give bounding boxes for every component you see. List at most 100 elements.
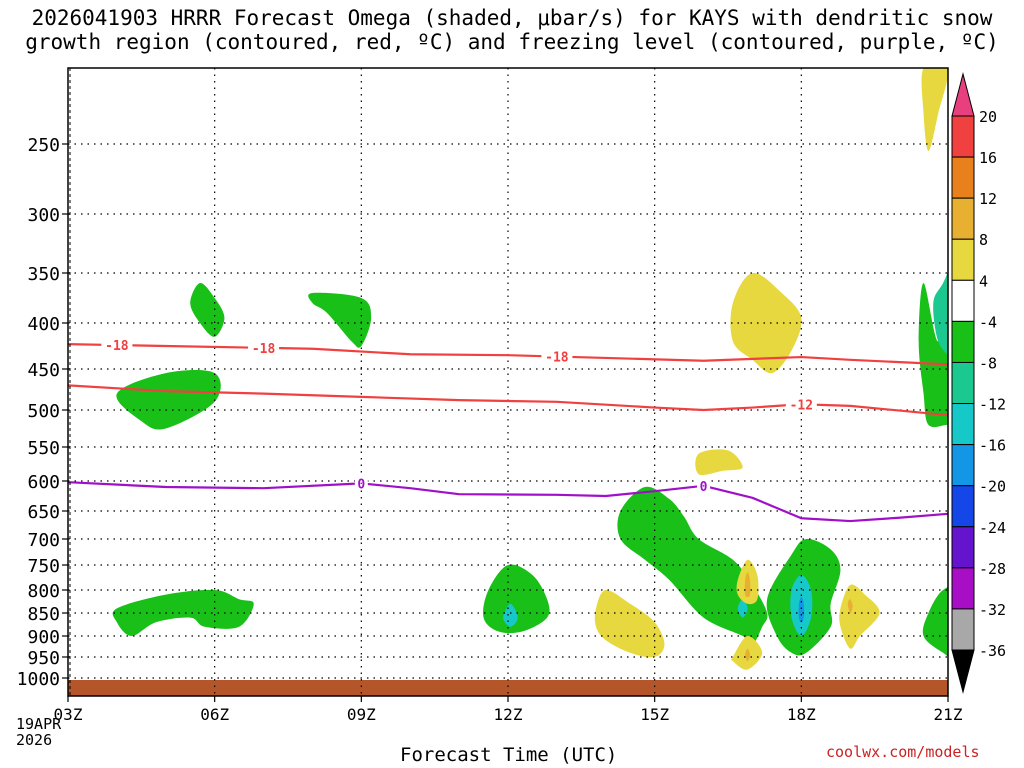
omega-region-yellow-1410	[594, 589, 665, 658]
colorbar-box-5	[951, 320, 975, 363]
y-tick-label-250: 250	[27, 135, 60, 156]
colorbar-box-10	[951, 526, 975, 569]
omega-region-yellow-1605	[695, 449, 743, 476]
y-tick-label-700: 700	[27, 530, 60, 551]
omega-region-cyan-1283	[503, 603, 518, 627]
x-tick-label-06Z: 06Z	[200, 705, 229, 724]
colorbar-label-12: -32	[979, 601, 1006, 619]
colorbar-box-8	[951, 444, 975, 487]
contour-0C	[67, 481, 949, 523]
colorbar-label-2: 12	[979, 190, 997, 208]
y-tick-label-450: 450	[27, 360, 60, 381]
colorbar-label-9: -20	[979, 478, 1006, 496]
omega-region-green-2090	[922, 586, 948, 657]
contour-label-bg--18C-2	[541, 348, 573, 364]
y-tick-label-750: 750	[27, 556, 60, 577]
x-tick-label-12Z: 12Z	[494, 705, 523, 724]
contour-label--12C-0: -12	[790, 398, 813, 413]
y-tick-label-500: 500	[27, 401, 60, 422]
colorbar-box-3	[951, 238, 975, 281]
x-tick-label-09Z: 09Z	[347, 705, 376, 724]
omega-colorbar: 20 16 12 8 4 -4 -8 -12 -16 -20 -24 -28 -32 -36	[951, 72, 1006, 694]
colorbar-top-arrow	[951, 72, 975, 117]
omega-region-green-0225	[116, 370, 221, 430]
colorbar-label-13: -36	[979, 642, 1006, 660]
omega-region-orange-1765	[745, 648, 750, 662]
omega-region-blue-1820	[798, 596, 805, 623]
omega-region-green-0840	[308, 292, 372, 348]
colorbar-label-0: 20	[979, 108, 997, 126]
x-tick-label-18Z: 18Z	[787, 705, 816, 724]
y-tick-label-1000: 1000	[17, 669, 60, 690]
contour-label-bg-0C-0	[354, 475, 368, 491]
omega-region-yellow-1690	[730, 272, 802, 374]
omega-region-orange-1845	[847, 599, 853, 614]
grid-lines	[68, 68, 948, 696]
colorbar-box-7	[951, 403, 975, 446]
date-year: 2026	[16, 731, 53, 749]
plot-axes: 2503003504004505005506006507007508008509…	[17, 67, 963, 724]
omega-region-green-1565	[617, 486, 768, 645]
x-axis-label: Forecast Time (UTC)	[400, 744, 618, 766]
omega-region-green-0390	[190, 282, 225, 337]
colorbar-box-0	[951, 115, 975, 158]
y-tick-label-900: 900	[27, 627, 60, 648]
y-tick-label-850: 850	[27, 604, 60, 625]
colorbar-label-3: 8	[979, 231, 988, 249]
colorbar-box-12	[951, 608, 975, 651]
y-tick-label-950: 950	[27, 648, 60, 669]
chart-title-line-1: 2026041903 HRRR Forecast Omega (shaded, …	[31, 6, 993, 30]
contour-label-bg--12C-0	[785, 396, 817, 412]
colorbar-label-11: -28	[979, 560, 1006, 578]
contour-label-bg-0C-1	[697, 477, 711, 493]
colorbar-box-6	[951, 361, 975, 405]
omega-shaded-regions	[112, 68, 948, 670]
y-tick-label-400: 400	[27, 314, 60, 335]
chart-title-line-2: growth region (contoured, red, ºC) and f…	[25, 30, 999, 54]
y-tick-label-600: 600	[27, 472, 60, 493]
y-tick-label-650: 650	[27, 502, 60, 523]
colorbar-label-4: 4	[979, 272, 988, 290]
contour-label-bg--18C-0	[101, 337, 133, 353]
colorbar-box-4	[951, 279, 975, 322]
y-tick-label-550: 550	[27, 438, 60, 459]
chart-title: 2026041903 HRRR Forecast Omega (shaded, …	[0, 6, 1024, 54]
y-tick-label-350: 350	[27, 264, 60, 285]
omega-region-green-0860	[112, 589, 254, 636]
colorbar-box-11	[951, 567, 975, 610]
omega-region-yellow-2070	[921, 68, 948, 151]
contour-label--18C-0: -18	[105, 339, 129, 354]
omega-region-green-1286	[483, 564, 550, 634]
omega-region-teal-2040	[933, 271, 948, 356]
contour-label-bg--18C-1	[248, 339, 280, 355]
colorbar-box-2	[951, 197, 975, 240]
colorbar-box-9	[951, 485, 975, 528]
omega-region-orange-1760	[744, 572, 751, 597]
contour-label-0C-1: 0	[700, 480, 708, 495]
omega-region-green-2040	[918, 273, 948, 428]
colorbar-bottom-arrow	[951, 649, 975, 694]
omega-region-yellow-1845	[839, 584, 880, 649]
y-tick-label-800: 800	[27, 581, 60, 602]
temperature-contours: -18 -18 -18 -12 0 0	[67, 337, 949, 523]
site-credit: coolwx.com/models	[826, 743, 980, 761]
colorbar-label-1: 16	[979, 149, 997, 167]
contour-label--18C-1: -18	[252, 342, 276, 357]
start-date-label: 19APR 2026	[16, 716, 61, 748]
colorbar-label-10: -24	[979, 519, 1006, 537]
colorbar-label-5: -4	[979, 313, 997, 331]
ground-bar	[68, 680, 948, 696]
x-tick-label-03Z: 03Z	[54, 705, 83, 724]
colorbar-box-1	[951, 156, 975, 199]
contour-label--18C-2: -18	[545, 351, 569, 366]
date-day: 19APR	[16, 715, 62, 733]
colorbar-label-8: -16	[979, 437, 1006, 455]
y-tick-label-300: 300	[27, 205, 60, 226]
ground-surface	[68, 680, 948, 696]
contour-label-0C-0: 0	[357, 477, 365, 492]
colorbar-label-6: -8	[979, 354, 997, 372]
x-tick-label-21Z: 21Z	[934, 705, 963, 724]
colorbar-label-7: -12	[979, 396, 1006, 414]
x-tick-label-15Z: 15Z	[640, 705, 669, 724]
